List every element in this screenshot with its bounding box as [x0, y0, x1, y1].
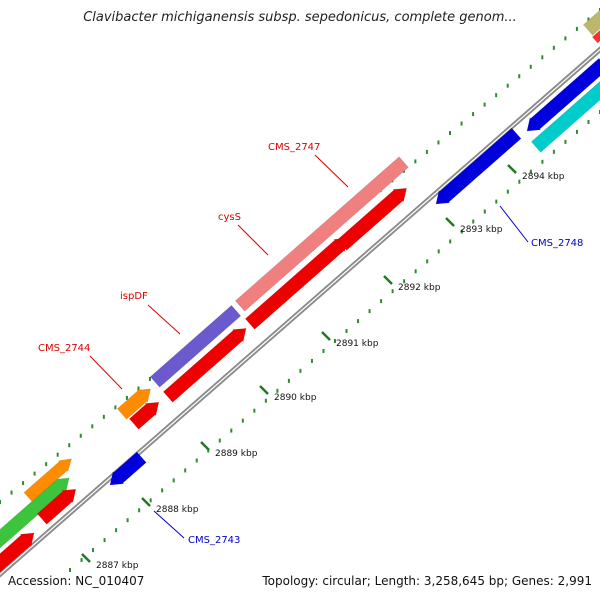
gene-label-connector — [499, 205, 529, 243]
major-tick — [321, 331, 331, 341]
gene-label-connector — [89, 355, 123, 390]
major-tick — [141, 497, 151, 507]
backbone — [0, 46, 600, 578]
tick-label: 2891 kbp — [336, 339, 379, 349]
gene-label: CMS_2743 — [188, 535, 240, 546]
tick-label: 2892 kbp — [398, 283, 441, 293]
tick-marks — [0, 8, 600, 572]
feature-blue-reverse-left — [109, 451, 147, 486]
major-tick — [200, 441, 210, 451]
tick-label: 2887 kbp — [96, 561, 139, 571]
tick-label: 2894 kbp — [522, 172, 565, 182]
feature-red-inner-left-b — [36, 488, 77, 525]
major-tick — [445, 217, 455, 227]
topology-summary: Topology: circular; Length: 3,258,645 bp… — [262, 574, 592, 588]
tick-label: 2893 kbp — [460, 225, 503, 235]
tick-label: 2890 kbp — [274, 393, 317, 403]
backbone-line-outer — [0, 46, 600, 578]
gene-label-connector — [153, 510, 185, 539]
backbone-line-inner — [0, 48, 600, 576]
tick-label: 2889 kbp — [215, 449, 258, 459]
feature-red-long-c — [336, 187, 407, 251]
tick-label: 2888 kbp — [156, 505, 199, 515]
major-tick — [507, 164, 517, 174]
feature-orange-outer-left — [23, 458, 72, 502]
feature-orange-cms2744 — [116, 388, 151, 420]
gene-label-connector — [147, 304, 181, 335]
label-connectors — [89, 154, 529, 539]
feature-cyan-right — [530, 80, 600, 153]
major-tick — [259, 385, 269, 395]
gene-features — [0, 9, 600, 573]
labels: 2887 kbp 2888 kbp 2889 kbp 2890 kbp 2891 kbp… — [38, 142, 583, 571]
gene-label: CMS_2747 — [268, 142, 320, 153]
accession-text: Accession: NC_010407 — [8, 574, 145, 588]
gene-label-connector — [237, 224, 269, 256]
feature-purple-ispdf — [149, 304, 242, 388]
gene-label: cysS — [218, 212, 241, 223]
feature-olive-right — [582, 9, 600, 36]
feature-red-short — [128, 401, 160, 430]
map-title: Clavibacter michiganensis subsp. sepedon… — [83, 10, 517, 25]
gene-label: CMS_2748 — [531, 238, 583, 249]
feature-blue-cms2748 — [435, 127, 522, 205]
feature-pink-right — [591, 29, 600, 44]
feature-blue-right — [526, 57, 600, 132]
feature-red-long-a — [162, 327, 247, 403]
gene-label-connector — [314, 154, 349, 188]
feature-red-inner-left-a — [0, 532, 35, 573]
gene-label: CMS_2744 — [38, 343, 90, 354]
major-tick — [81, 553, 91, 563]
feature-pink-cyss — [234, 156, 409, 312]
gene-label: ispDF — [120, 291, 148, 302]
major-tick — [383, 275, 393, 285]
